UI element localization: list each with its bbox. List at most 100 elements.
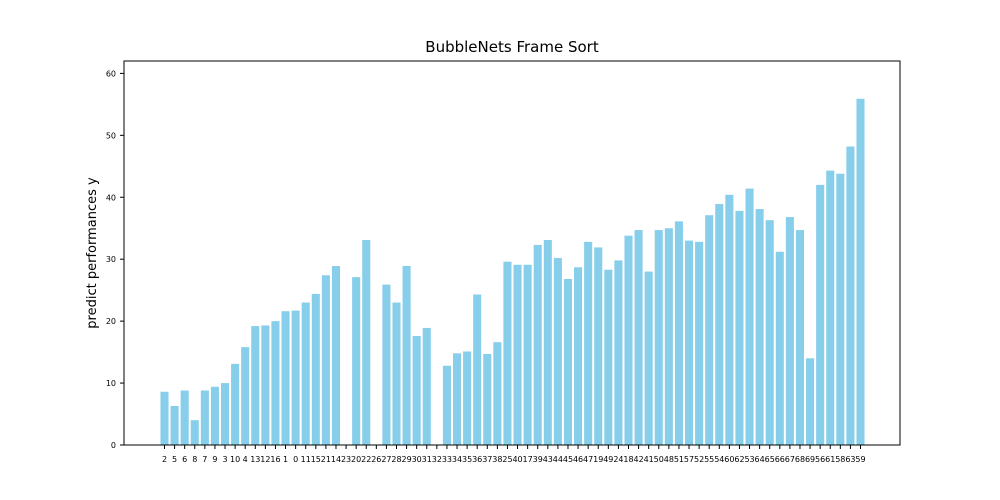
chart-title: BubbleNets Frame Sort <box>425 38 599 56</box>
bar <box>715 204 724 445</box>
bar <box>826 170 835 446</box>
x-tick-label: 24 <box>613 455 623 464</box>
y-tick-label: 50 <box>106 131 116 140</box>
x-tick-label: 4 <box>243 455 248 464</box>
x-tick-label: 28 <box>391 455 401 464</box>
x-tick-label: 5 <box>172 455 177 464</box>
bar <box>684 240 694 445</box>
y-axis-ticks: 0 10 20 30 40 50 60 <box>106 69 124 450</box>
x-tick-label: 11 <box>301 455 311 464</box>
x-tick-label: 17 <box>523 455 533 464</box>
bar <box>190 420 199 445</box>
bar <box>160 391 169 445</box>
bar <box>856 98 865 446</box>
bar <box>604 269 613 445</box>
x-tick-label: 0 <box>293 455 298 464</box>
bar <box>382 284 391 445</box>
bar <box>543 239 552 445</box>
x-tick-label: 36 <box>472 455 482 464</box>
bar <box>331 266 341 445</box>
x-tick-label: 34 <box>452 455 462 464</box>
bar <box>624 235 633 445</box>
bar <box>473 294 482 445</box>
x-tick-label: 37 <box>482 455 492 464</box>
x-tick-label: 26 <box>371 455 381 464</box>
bar <box>241 347 250 445</box>
bar <box>200 390 209 445</box>
bar <box>231 363 240 445</box>
bar <box>170 405 179 445</box>
bar <box>503 261 512 445</box>
y-tick-label: 30 <box>106 255 116 264</box>
x-tick-label: 9 <box>212 455 217 464</box>
x-tick-label: 49 <box>603 455 613 464</box>
x-tick-label: 55 <box>704 455 714 464</box>
bar <box>584 241 593 445</box>
x-tick-label: 35 <box>462 455 472 464</box>
bar <box>220 383 230 445</box>
x-tick-label: 21 <box>321 455 331 464</box>
y-tick-label: 40 <box>106 193 116 202</box>
x-tick-label: 32 <box>432 455 442 464</box>
x-tick-label: 40 <box>512 455 522 464</box>
bar <box>664 228 673 445</box>
bar <box>795 230 805 445</box>
bar <box>362 239 371 445</box>
x-tick-label: 46 <box>573 455 583 464</box>
bar <box>755 209 764 445</box>
bar <box>180 390 189 445</box>
x-tick-label: 10 <box>230 455 240 464</box>
x-tick-label: 59 <box>855 455 865 464</box>
x-tick-label: 6 <box>182 455 187 464</box>
x-tick-label: 60 <box>724 455 734 464</box>
bar <box>553 257 562 445</box>
bar <box>483 353 492 445</box>
bar <box>523 264 532 445</box>
x-tick-label: 50 <box>654 455 664 464</box>
x-tick-label: 2 <box>162 455 167 464</box>
x-tick-label: 19 <box>593 455 603 464</box>
x-tick-label: 42 <box>633 455 643 464</box>
bar <box>563 279 573 445</box>
bar <box>301 302 310 445</box>
bar <box>785 217 794 445</box>
y-tick-label: 0 <box>111 441 116 450</box>
bar <box>644 271 653 445</box>
x-tick-label: 66 <box>775 455 785 464</box>
x-tick-label: 33 <box>442 455 452 464</box>
bar <box>725 194 734 445</box>
bar <box>614 260 623 445</box>
bar <box>251 326 260 445</box>
bar <box>493 342 502 445</box>
bars-group <box>160 98 865 446</box>
x-tick-label: 31 <box>422 455 432 464</box>
bar <box>311 293 320 445</box>
x-tick-label: 62 <box>734 455 744 464</box>
x-tick-label: 12 <box>260 455 270 464</box>
x-tick-label: 53 <box>744 455 754 464</box>
x-tick-label: 38 <box>492 455 502 464</box>
x-tick-label: 29 <box>401 455 411 464</box>
bar <box>775 251 784 445</box>
x-tick-label: 39 <box>533 455 543 464</box>
x-tick-label: 51 <box>674 455 684 464</box>
bar <box>281 311 290 445</box>
bar <box>735 210 744 445</box>
bar <box>261 325 270 445</box>
bar <box>574 267 583 445</box>
x-axis-ticks: 2 5 6 8 7 9 3 10 4 13 12 16 1 0 11 15 21 14 23 20 22 26 27 28 29… <box>162 445 866 464</box>
bar <box>392 302 401 445</box>
bar <box>352 277 361 445</box>
bar <box>816 184 825 445</box>
x-tick-label: 58 <box>835 455 845 464</box>
x-tick-label: 65 <box>765 455 775 464</box>
x-tick-label: 16 <box>270 455 280 464</box>
x-tick-label: 43 <box>543 455 553 464</box>
y-tick-label: 60 <box>106 69 116 78</box>
y-tick-label: 10 <box>106 379 116 388</box>
x-tick-label: 23 <box>341 455 351 464</box>
bar <box>321 275 330 445</box>
bar <box>846 146 855 446</box>
bar <box>654 230 663 445</box>
x-tick-label: 22 <box>361 455 371 464</box>
